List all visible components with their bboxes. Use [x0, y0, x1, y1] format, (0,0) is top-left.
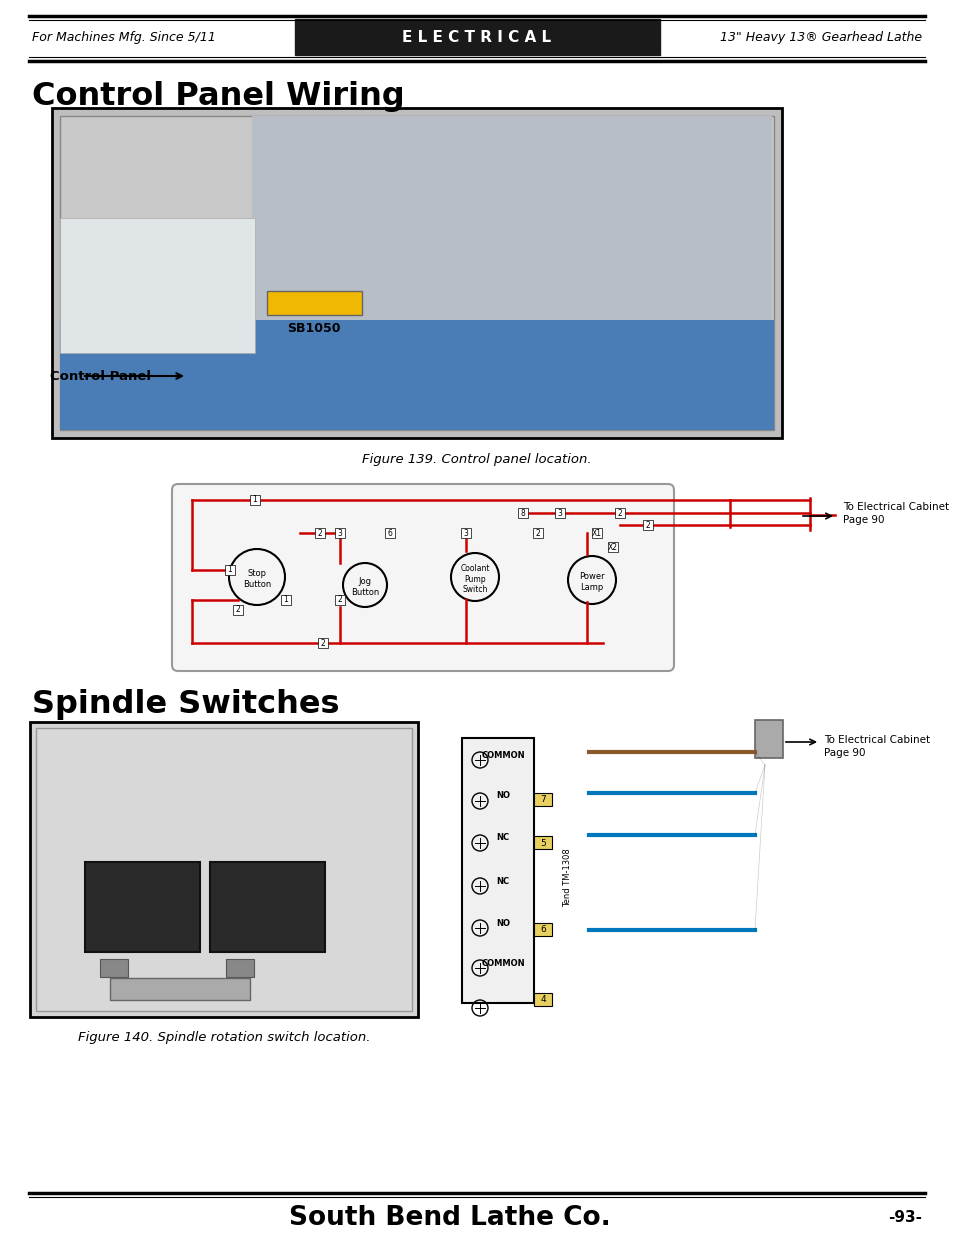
Text: 2: 2: [535, 529, 539, 537]
Text: 6: 6: [387, 529, 392, 537]
Text: Control Panel Wiring: Control Panel Wiring: [32, 80, 404, 111]
Text: 5: 5: [539, 839, 545, 847]
Bar: [110, 978, 250, 1000]
Bar: [85, 862, 200, 952]
Text: NO: NO: [496, 792, 510, 800]
Text: Jog
Button: Jog Button: [351, 577, 378, 597]
Bar: [534, 993, 552, 1007]
Text: To Electrical Cabinet
Page 90: To Electrical Cabinet Page 90: [842, 501, 948, 525]
Bar: [100, 960, 128, 977]
Bar: [281, 595, 291, 605]
Text: 1: 1: [228, 566, 233, 574]
Bar: [607, 542, 618, 552]
Text: Power
Lamp: Power Lamp: [578, 572, 604, 592]
FancyBboxPatch shape: [172, 484, 673, 671]
Text: South Bend Lathe Co.: South Bend Lathe Co.: [289, 1205, 610, 1231]
Bar: [534, 923, 552, 936]
Bar: [294, 19, 659, 56]
Bar: [225, 564, 234, 576]
Bar: [314, 529, 325, 538]
Text: SB1050: SB1050: [287, 321, 340, 335]
Text: 4: 4: [539, 995, 545, 1004]
Text: For Machines Mfg. Since 5/11: For Machines Mfg. Since 5/11: [32, 32, 215, 44]
Text: COMMON: COMMON: [480, 958, 524, 967]
Bar: [60, 116, 773, 430]
Text: 2: 2: [235, 605, 240, 615]
Text: Tend TM-1308: Tend TM-1308: [563, 848, 572, 908]
Text: E L E C T R I C A L: E L E C T R I C A L: [402, 31, 551, 46]
Bar: [60, 219, 254, 353]
Bar: [252, 116, 771, 430]
Bar: [592, 529, 601, 538]
Text: 6: 6: [539, 925, 545, 935]
Text: 8: 8: [520, 509, 525, 517]
Bar: [60, 320, 773, 430]
Bar: [30, 722, 417, 1016]
Text: Spindle Switches: Spindle Switches: [32, 689, 339, 720]
Bar: [226, 960, 253, 977]
Bar: [385, 529, 395, 538]
Text: NO: NO: [496, 919, 510, 927]
Text: COMMON: COMMON: [480, 751, 524, 760]
Text: NC: NC: [496, 877, 509, 885]
Text: X1: X1: [592, 529, 601, 537]
Text: To Electrical Cabinet
Page 90: To Electrical Cabinet Page 90: [823, 735, 929, 758]
Text: 1: 1: [253, 495, 257, 505]
Text: 2: 2: [645, 520, 650, 530]
Text: 13" Heavy 13® Gearhead Lathe: 13" Heavy 13® Gearhead Lathe: [720, 32, 921, 44]
Text: 7: 7: [539, 795, 545, 804]
Text: 2: 2: [317, 529, 322, 537]
Bar: [335, 595, 345, 605]
Text: Stop
Button: Stop Button: [243, 569, 271, 589]
Bar: [36, 727, 412, 1011]
Bar: [533, 529, 542, 538]
Bar: [461, 739, 534, 1003]
Bar: [210, 862, 325, 952]
Bar: [534, 836, 552, 848]
Bar: [517, 508, 527, 517]
Bar: [460, 529, 471, 538]
Bar: [52, 107, 781, 438]
Bar: [317, 638, 328, 648]
Bar: [267, 291, 361, 315]
Text: 1: 1: [283, 595, 288, 604]
Bar: [615, 508, 624, 517]
Text: Control Panel: Control Panel: [50, 369, 151, 383]
Text: NC: NC: [496, 834, 509, 842]
Text: 2: 2: [617, 509, 621, 517]
Text: Coolant
Pump
Switch: Coolant Pump Switch: [459, 564, 489, 594]
Bar: [534, 793, 552, 806]
Text: -93-: -93-: [887, 1210, 921, 1225]
Bar: [233, 605, 243, 615]
Text: 3: 3: [463, 529, 468, 537]
Text: 2: 2: [320, 638, 325, 647]
Bar: [754, 720, 782, 758]
Text: 2: 2: [337, 595, 342, 604]
Bar: [250, 495, 260, 505]
Text: 3: 3: [557, 509, 562, 517]
Text: 3: 3: [337, 529, 342, 537]
Bar: [335, 529, 345, 538]
Text: X2: X2: [607, 542, 618, 552]
Text: Figure 139. Control panel location.: Figure 139. Control panel location.: [362, 453, 591, 467]
Bar: [555, 508, 564, 517]
Bar: [642, 520, 652, 530]
Text: Figure 140. Spindle rotation switch location.: Figure 140. Spindle rotation switch loca…: [77, 1030, 370, 1044]
